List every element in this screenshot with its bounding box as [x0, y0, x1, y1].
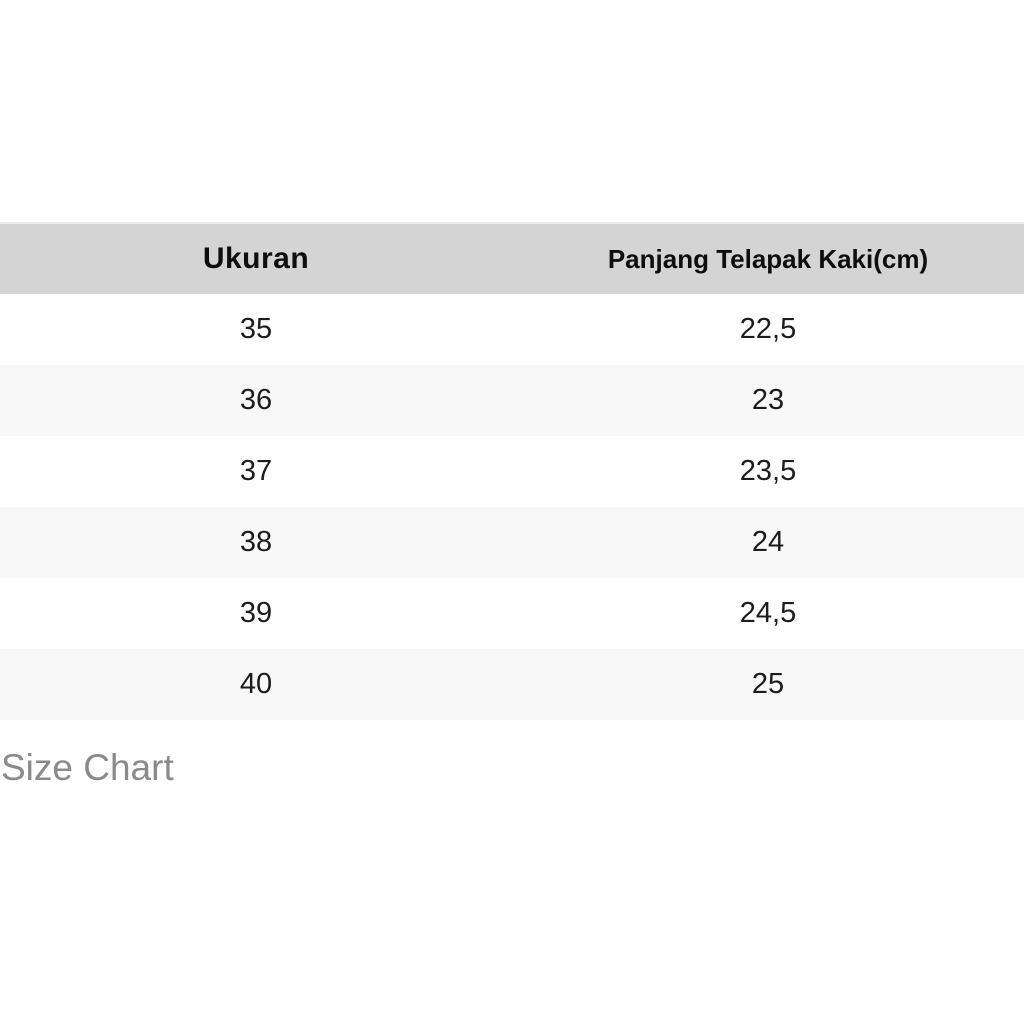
cell-panjang: 23	[751, 384, 785, 416]
column-header-panjang-telapak-kaki: Panjang Telapak Kaki(cm)	[607, 243, 929, 274]
size-chart-table: Ukuran Panjang Telapak Kaki(cm) 35 22,5 …	[0, 222, 1024, 720]
cell-panjang: 24	[751, 526, 785, 558]
table-row: 37 23,5	[0, 436, 1024, 507]
table-row: 40 25	[0, 649, 1024, 720]
cell-ukuran: 40	[239, 668, 273, 700]
cell-ukuran: 39	[239, 597, 273, 629]
table-row: 35 22,5	[0, 294, 1024, 365]
table-row: 36 23	[0, 365, 1024, 436]
cell-panjang: 25	[751, 668, 785, 700]
table-header-row: Ukuran Panjang Telapak Kaki(cm)	[0, 222, 1024, 294]
cell-ukuran: 36	[239, 384, 273, 416]
table-row: 39 24,5	[0, 578, 1024, 649]
cell-ukuran: 37	[239, 455, 273, 487]
cell-panjang: 23,5	[739, 455, 797, 487]
cell-ukuran: 38	[239, 526, 273, 558]
table-body: 35 22,5 36 23 37 23,5 38 24 39 24,5 40 2…	[0, 294, 1024, 720]
size-chart-caption: Size Chart	[1, 747, 174, 788]
cell-panjang: 22,5	[739, 313, 797, 345]
table-row: 38 24	[0, 507, 1024, 578]
cell-panjang: 24,5	[739, 597, 797, 629]
column-header-ukuran: Ukuran	[202, 242, 310, 275]
cell-ukuran: 35	[239, 313, 273, 345]
